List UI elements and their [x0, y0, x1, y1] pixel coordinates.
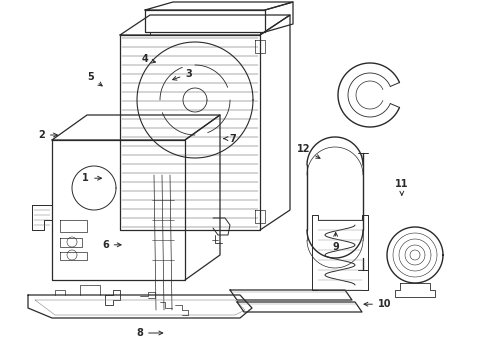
Text: 7: 7: [223, 134, 236, 144]
Text: 4: 4: [141, 54, 155, 64]
Text: 1: 1: [82, 173, 101, 183]
Text: 12: 12: [297, 144, 320, 158]
Text: 3: 3: [172, 69, 192, 80]
Text: 11: 11: [395, 179, 409, 195]
Text: 6: 6: [102, 240, 121, 250]
Text: 8: 8: [136, 328, 163, 338]
Text: 9: 9: [332, 233, 339, 252]
Text: 5: 5: [87, 72, 102, 86]
Text: 2: 2: [38, 130, 57, 140]
Text: 10: 10: [364, 299, 392, 309]
